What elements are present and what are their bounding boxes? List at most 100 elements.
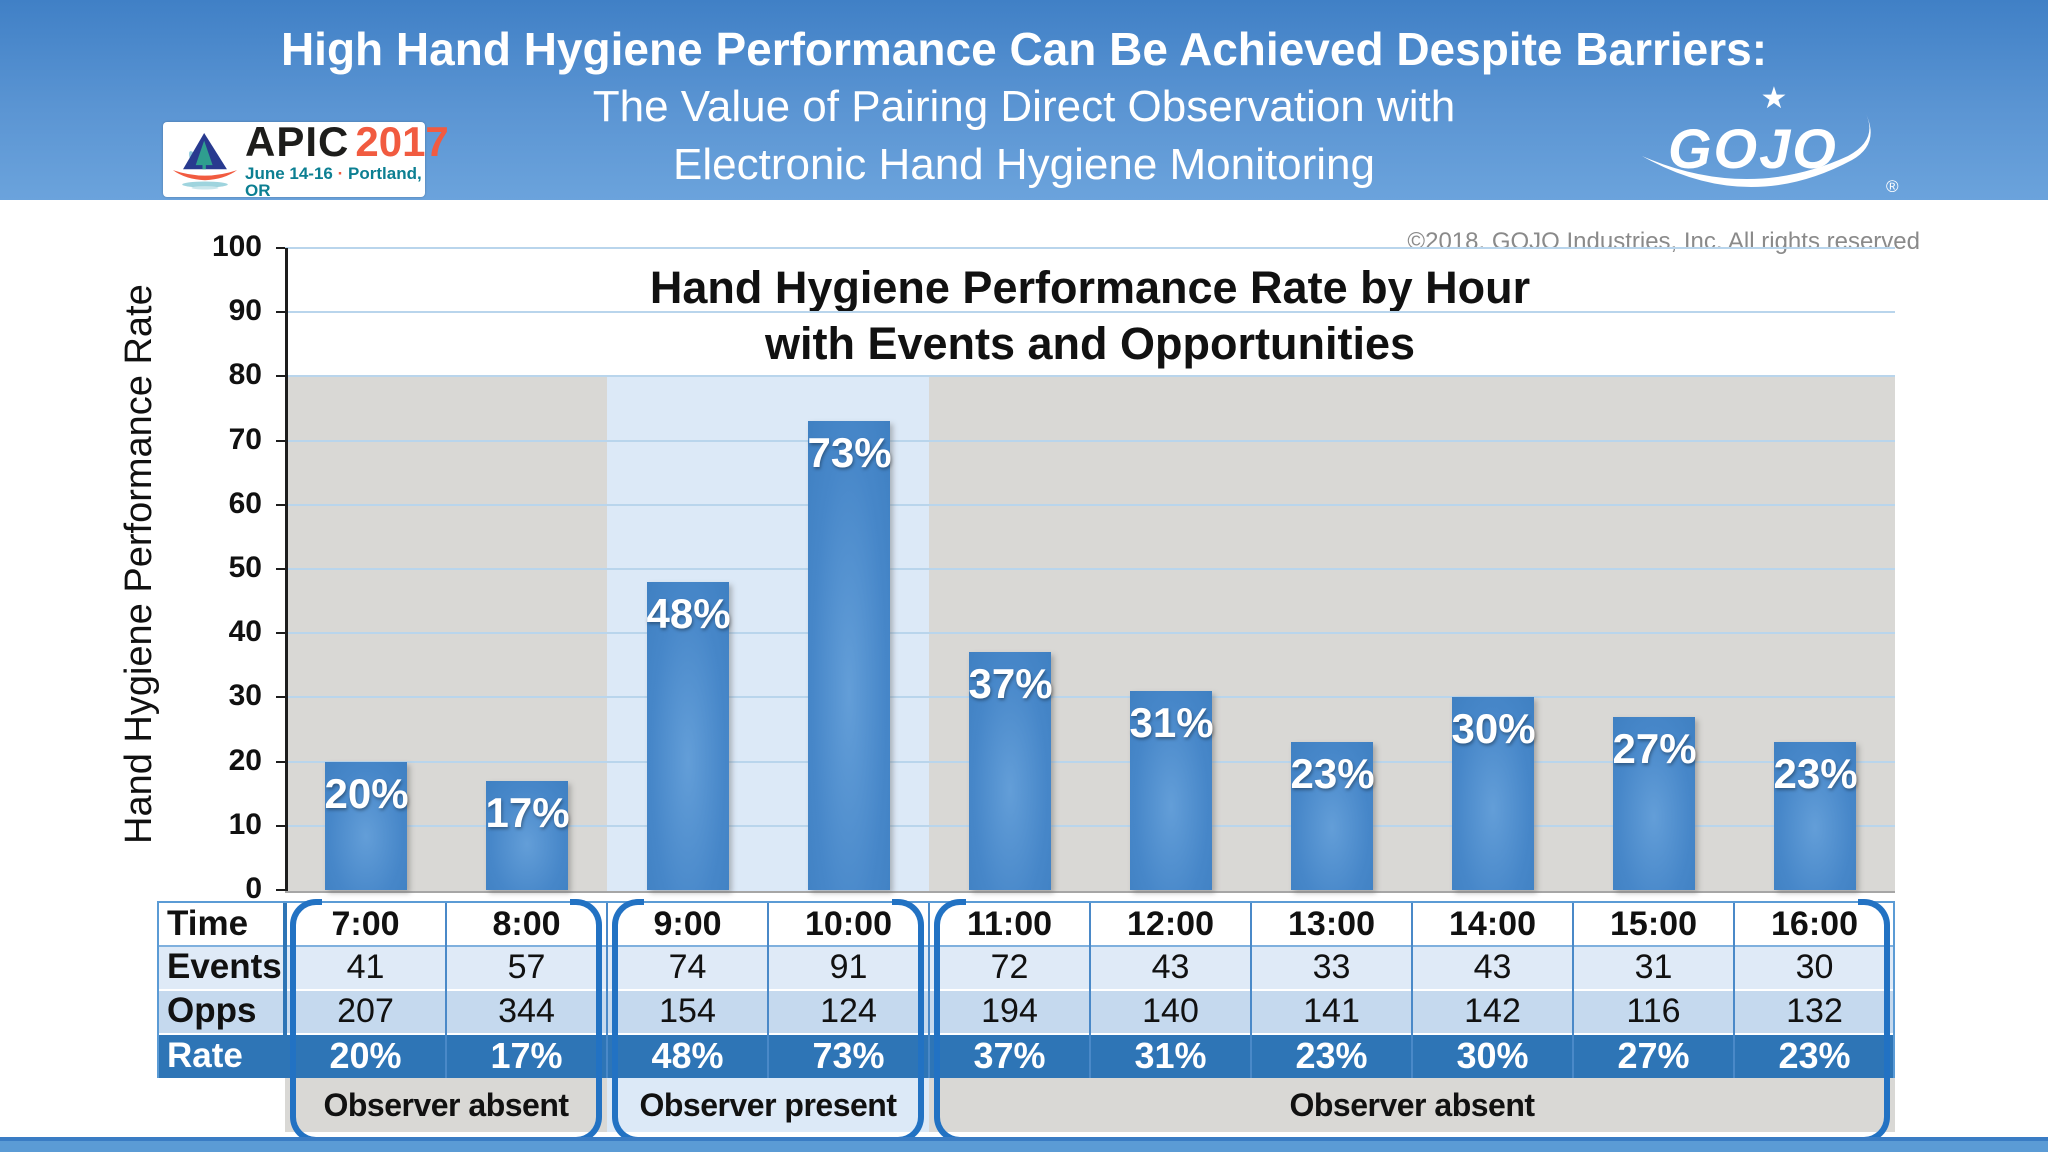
gridline-40	[285, 632, 1895, 635]
gridline-20	[285, 760, 1895, 763]
table-cell: 10:00	[805, 904, 892, 943]
bar-label: 23%	[1290, 750, 1375, 798]
bar-12:00: 31%	[1129, 690, 1214, 890]
y-axis-label: Hand Hygiene Performance Rate	[118, 284, 160, 844]
y-tick-label-50: 50	[228, 551, 262, 584]
y-tick-label-80: 80	[228, 358, 262, 392]
gojo-wordmark: GOJO	[1668, 117, 1838, 180]
group-bracket-open-0	[290, 899, 322, 1143]
gridline-70	[285, 439, 1895, 442]
table-cell: 43	[1151, 947, 1190, 986]
chart-title-line2: with Events and Opportunities	[764, 318, 1416, 369]
table-cell: 344	[498, 991, 555, 1030]
table-cell: 7:00	[331, 904, 400, 943]
plot-shade-gray-2	[929, 376, 1895, 893]
table-cell: 132	[1786, 991, 1843, 1030]
bar-label: 27%	[1612, 724, 1697, 772]
bar-label: 73%	[807, 429, 892, 477]
table-cell: 16:00	[1771, 904, 1858, 943]
copyright-text: ©2018. GOJO Industries, Inc. All rights …	[1407, 228, 1920, 255]
observer-band-0: Observer absent	[285, 1078, 607, 1132]
apic-dates: June 14-16	[245, 163, 333, 183]
table-cell: 72	[990, 947, 1029, 986]
table-top-border	[157, 901, 1895, 903]
bar-label: 20%	[324, 769, 409, 817]
table-cell: 116	[1626, 991, 1681, 1030]
table-cell: 43	[1473, 947, 1512, 986]
bar-7:00: 20%	[324, 761, 409, 890]
table-col-border-3	[767, 903, 769, 1078]
table-cell: 8:00	[492, 904, 561, 943]
y-tick-mark-40	[276, 632, 285, 635]
y-tick-label-0: 0	[245, 872, 262, 905]
y-tick-mark-90	[276, 311, 285, 314]
y-tick-mark-70	[276, 439, 285, 442]
table-col-border-6	[1250, 903, 1252, 1078]
gridline-30	[285, 696, 1895, 699]
table-cell: 31	[1634, 947, 1673, 986]
table-row-sep-1	[157, 945, 1895, 947]
gridline-90	[285, 311, 1895, 314]
table-cell: 30%	[1456, 1034, 1529, 1076]
y-axis-line	[285, 248, 288, 893]
observer-band-1: Observer present	[607, 1078, 929, 1132]
observer-band-2: Observer absent	[929, 1078, 1895, 1132]
y-tick-label-60: 60	[228, 486, 262, 520]
x-baseline	[285, 891, 1895, 893]
apic-logo-text: APIC 2017 June 14-16 · Portland, OR	[245, 117, 449, 200]
table-col-border-4	[928, 903, 930, 1078]
bar-label: 31%	[1129, 698, 1214, 746]
apic-location: Portland, OR	[245, 163, 422, 200]
bar-13:00: 23%	[1290, 742, 1375, 890]
table-cell: 17%	[490, 1034, 563, 1076]
gojo-star-icon: ★	[1761, 82, 1788, 115]
table-cell: 207	[337, 991, 394, 1030]
gridline-10	[285, 824, 1895, 827]
table-col-border-9	[1733, 903, 1735, 1078]
table-cell: 20%	[329, 1034, 402, 1076]
slide-title-line1: High Hand Hygiene Performance Can Be Ach…	[280, 23, 1768, 75]
gojo-registered-mark: ®	[1886, 177, 1899, 196]
gridline-100	[285, 247, 1895, 249]
table-cell: 27%	[1617, 1034, 1690, 1076]
table-cell: 142	[1464, 991, 1521, 1030]
chart-title-line1: Hand Hygiene Performance Rate by Hour	[649, 262, 1531, 313]
table-col-border-7	[1411, 903, 1413, 1078]
bar-11:00: 37%	[968, 652, 1053, 890]
y-tick-label-30: 30	[228, 679, 262, 713]
bar-8:00: 17%	[485, 780, 570, 890]
table-cell: 74	[668, 947, 707, 986]
apic-separator: ·	[337, 163, 344, 183]
bar-label: 23%	[1773, 750, 1858, 798]
bar-9:00: 48%	[646, 581, 731, 890]
table-labelcol-border	[283, 903, 287, 1078]
group-bracket-close-0	[570, 899, 602, 1143]
table-cell: 30	[1795, 947, 1834, 986]
apic-2017-logo: APIC 2017 June 14-16 · Portland, OR	[163, 120, 449, 199]
y-tick-mark-10	[276, 824, 285, 827]
apic-name: APIC	[245, 117, 350, 165]
y-tick-mark-20	[276, 760, 285, 763]
bar-label: 37%	[968, 660, 1053, 708]
group-bracket-close-2	[1858, 899, 1890, 1143]
y-tick-label-90: 90	[228, 294, 262, 328]
bar-16:00: 23%	[1773, 742, 1858, 890]
table-col-border-8	[1572, 903, 1574, 1078]
table-row-opps: Opps 207 344 154 124 194 140 141 142 116 132	[157, 989, 1895, 1033]
table-cell: 12:00	[1127, 904, 1214, 943]
table-row-sep-2	[157, 989, 1895, 991]
gridline-60	[285, 503, 1895, 506]
slide-title-line3: Electronic Hand Hygiene Monitoring	[673, 140, 1375, 189]
table-cell: 23%	[1778, 1034, 1851, 1076]
gridline-80	[285, 375, 1895, 378]
table-cell: 11:00	[966, 904, 1053, 943]
group-bracket-open-1	[612, 899, 644, 1143]
table-cell: 37%	[973, 1034, 1046, 1076]
y-tick-label-20: 20	[228, 743, 262, 777]
table-col-border-5	[1089, 903, 1091, 1078]
table-col-border-2	[606, 903, 608, 1078]
bar-label: 17%	[485, 788, 570, 836]
table-right-border	[1893, 903, 1895, 1078]
table-cell: 57	[507, 947, 546, 986]
